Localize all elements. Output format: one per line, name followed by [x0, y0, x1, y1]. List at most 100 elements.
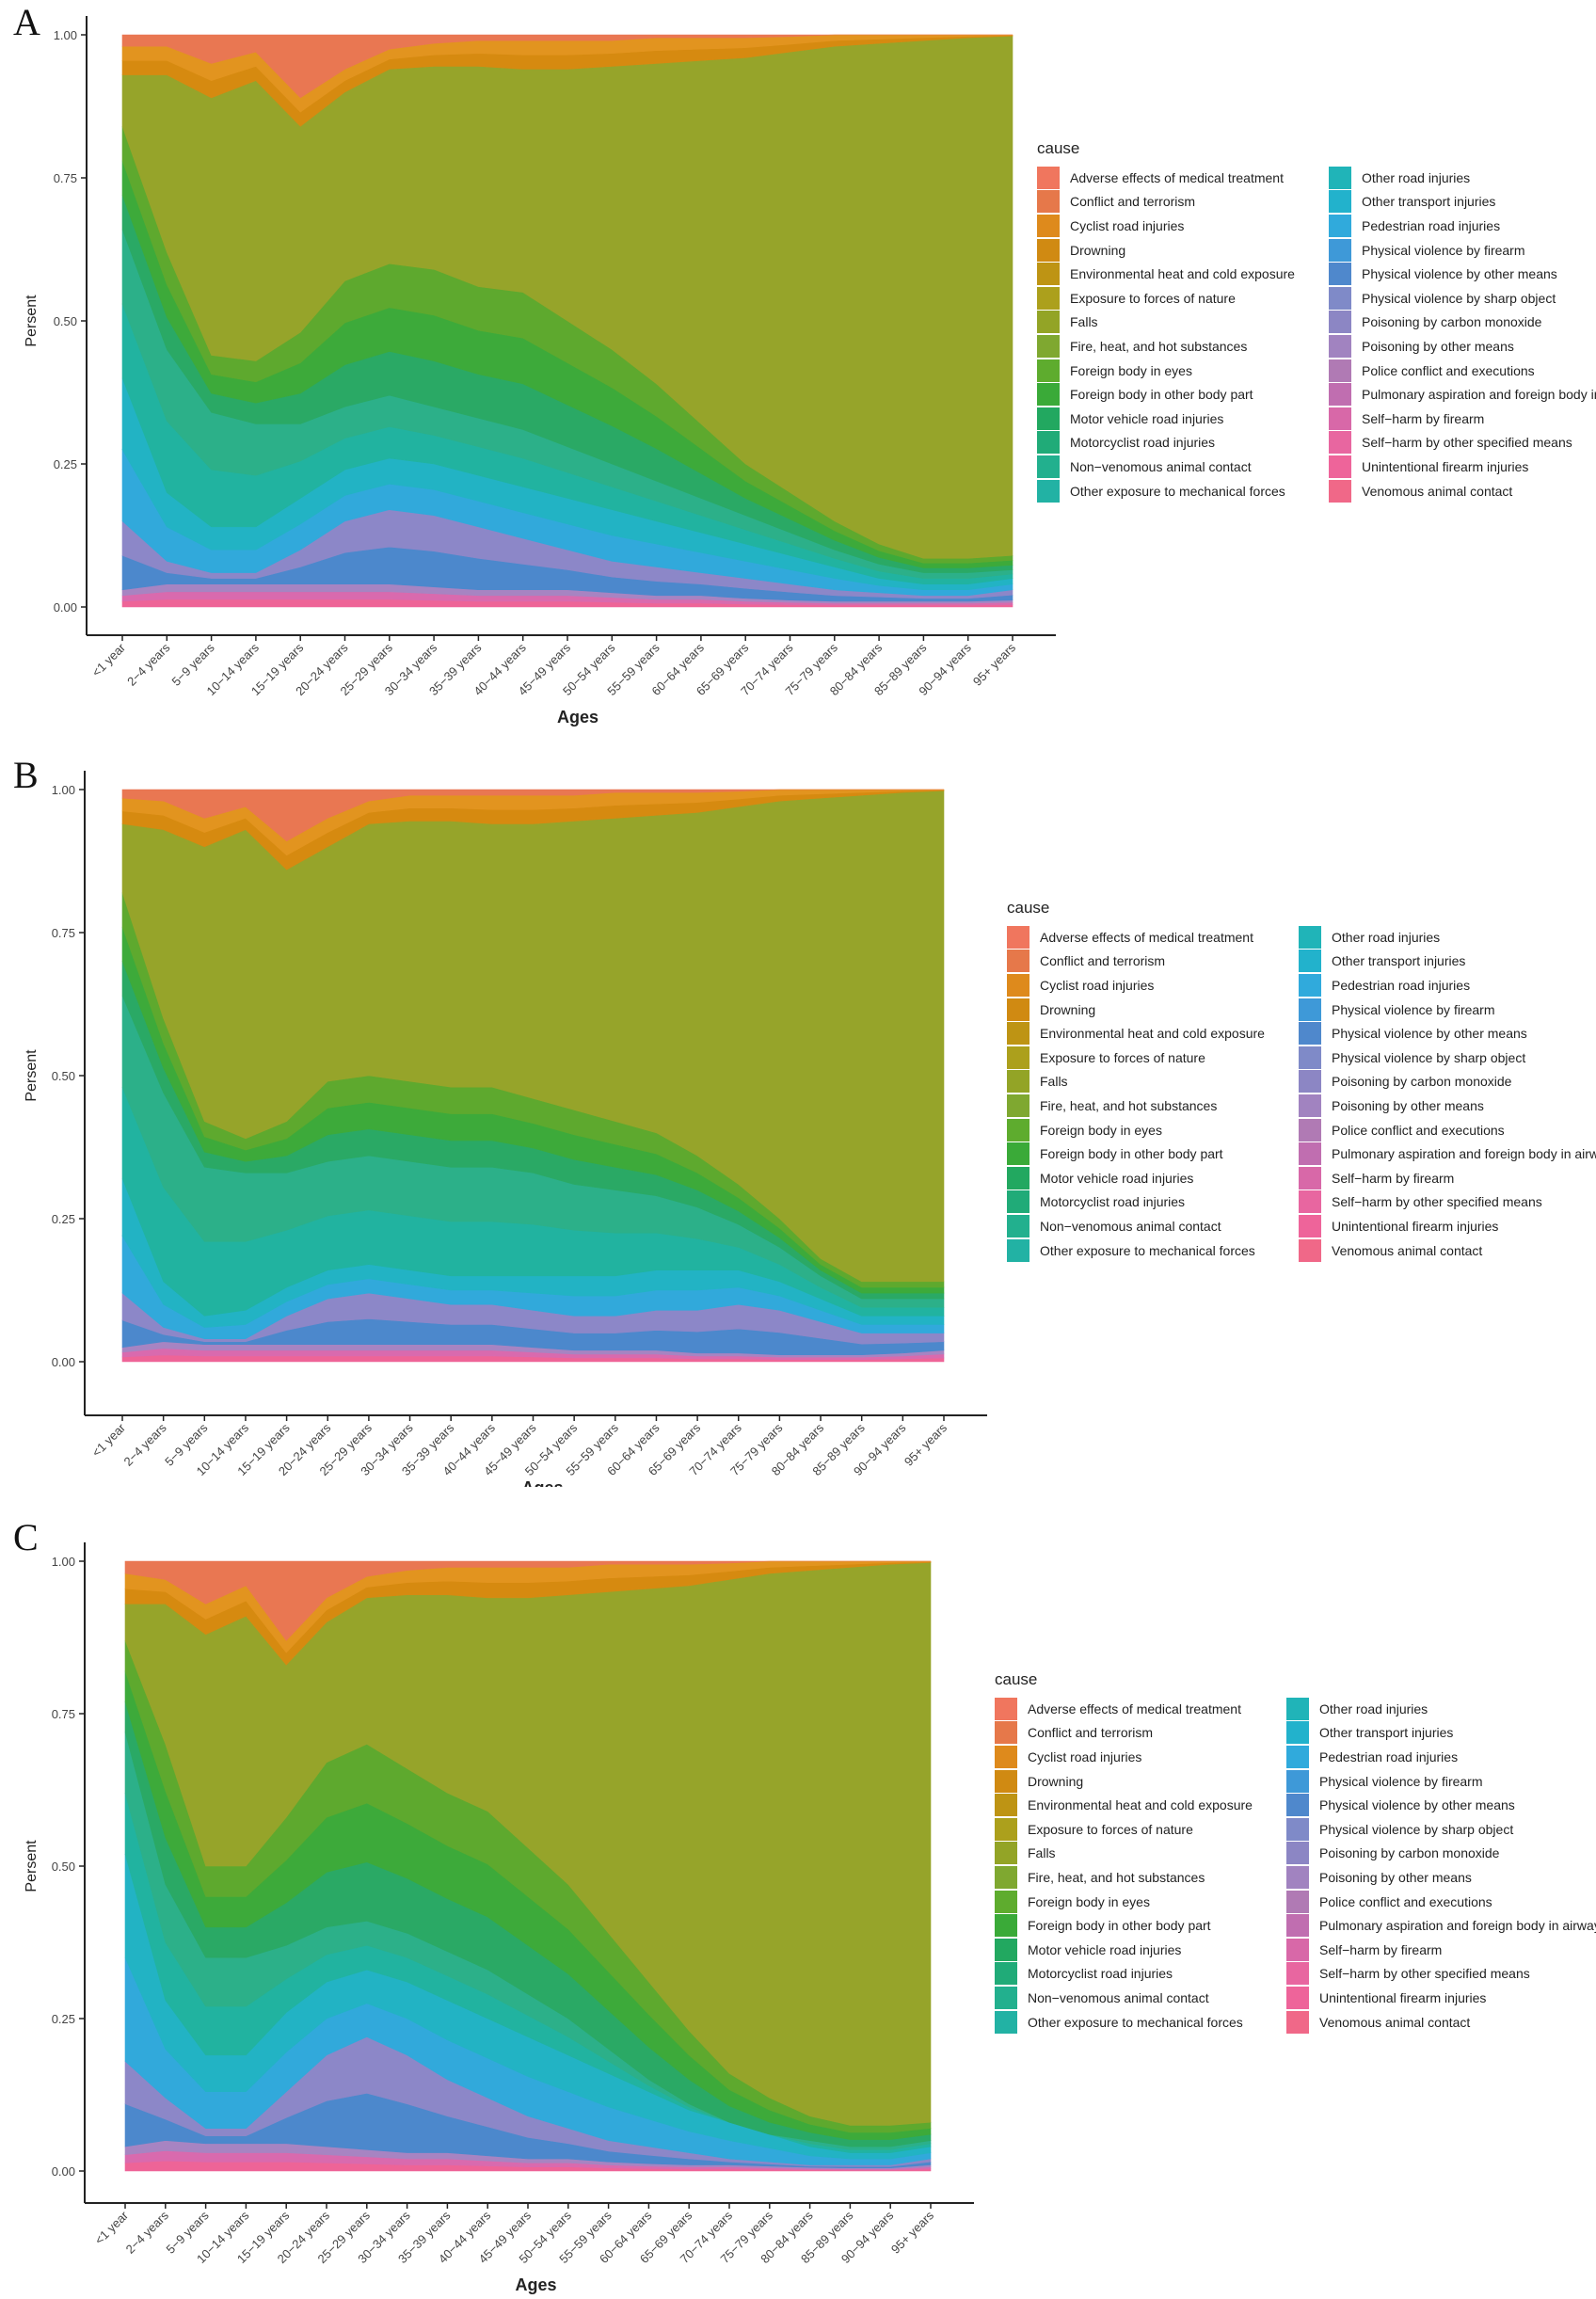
legend-label: Physical violence by sharp object: [1319, 1821, 1514, 1837]
legend-label: Adverse effects of medical treatment: [1070, 169, 1284, 185]
legend-swatch: [1299, 950, 1321, 973]
x-axis-label: Ages: [515, 2275, 556, 2294]
legend-swatch: [1007, 1238, 1029, 1262]
legend-item: Exposure to forces of nature: [995, 1817, 1277, 1842]
legend-swatch: [1286, 2010, 1309, 2034]
legend-label: Adverse effects of medical treatment: [1028, 1700, 1241, 1716]
y-tick-label: 0.00: [52, 1355, 75, 1369]
legend-label: Other road injuries: [1319, 1700, 1428, 1716]
legend-swatch: [1286, 1986, 1309, 2009]
area-band-7-0: [121, 34, 1013, 99]
legend-label: Physical violence by firearm: [1319, 1773, 1483, 1789]
legend-item: Pedestrian road injuries: [1299, 973, 1596, 998]
legend-item: Motorcyclist road injuries: [1007, 1190, 1289, 1215]
legend-item: Adverse effects of medical treatment: [995, 1697, 1277, 1721]
legend-swatch: [1037, 166, 1060, 189]
legend-label: Foreign body in eyes: [1070, 362, 1192, 378]
y-tick-label: 1.00: [52, 783, 75, 797]
legend-item: Falls: [1037, 311, 1319, 335]
legend-item: Police conflict and executions: [1299, 1118, 1596, 1142]
legend-title: cause: [1007, 899, 1050, 917]
legend-label: Pedestrian road injuries: [1319, 1748, 1459, 1764]
legend-swatch: [1299, 1190, 1321, 1214]
legend-label: Falls: [1028, 1845, 1056, 1861]
x-tick-label: 95+ years: [888, 2208, 937, 2257]
legend-label: Non−venomous animal contact: [1028, 1989, 1209, 2005]
legend-swatch: [995, 1865, 1017, 1889]
legend-swatch: [1329, 190, 1351, 214]
legend-swatch: [1037, 407, 1060, 430]
legend-label: Foreign body in eyes: [1028, 1893, 1150, 1909]
legend-item: Physical violence by other means: [1329, 262, 1596, 286]
legend-swatch: [995, 1938, 1017, 1961]
legend-label: Poisoning by other means: [1362, 338, 1514, 354]
legend: cause Adverse effects of medical treatme…: [1007, 899, 1596, 1262]
legend-swatch: [1299, 925, 1321, 949]
legend-item: Other transport injuries: [1329, 190, 1596, 215]
y-axis-label: Persent: [24, 1840, 40, 1892]
legend-swatch: [1007, 973, 1029, 997]
legend-label: Drowning: [1040, 1001, 1096, 1017]
legend-label: Adverse effects of medical treatment: [1040, 929, 1253, 945]
legend-item: Conflict and terrorism: [1037, 190, 1319, 215]
legend-swatch: [1286, 1721, 1309, 1745]
legend-label: Falls: [1040, 1074, 1068, 1090]
legend-label: Pulmonary aspiration and foreign body in…: [1332, 1146, 1596, 1162]
legend-label: Other exposure to mechanical forces: [1028, 2014, 1243, 2030]
legend-label: Other exposure to mechanical forces: [1070, 483, 1285, 499]
legend-label: Venomous animal contact: [1319, 2014, 1471, 2030]
legend-swatch: [995, 1745, 1017, 1768]
panel-letter: C: [13, 1516, 39, 1558]
legend-swatch: [1286, 1865, 1309, 1889]
legend-label: Physical violence by firearm: [1332, 1001, 1495, 1017]
y-tick-label: 0.75: [52, 926, 75, 940]
x-tick-label: <1 year: [92, 2208, 132, 2247]
legend-item: Foreign body in other body part: [1037, 382, 1319, 407]
legend-swatch: [1299, 1238, 1321, 1262]
legend-label: Foreign body in other body part: [1070, 387, 1253, 403]
legend-item: Physical violence by firearm: [1299, 998, 1596, 1022]
x-tick-label: 2−4 years: [124, 640, 173, 689]
legend-item: Falls: [1007, 1070, 1289, 1094]
panel-b: B 0.00 0.25 0.50 0.75 1.00 <1 year 2−4 years 5−…: [0, 753, 1596, 1506]
legend-label: Drowning: [1070, 242, 1126, 258]
legend-swatch: [1329, 431, 1351, 455]
legend-item: Non−venomous animal contact: [1007, 1214, 1289, 1238]
y-tick-label: 1.00: [52, 1555, 75, 1569]
legend-item: Poisoning by carbon monoxide: [1286, 1842, 1588, 1866]
legend-item: Unintentional firearm injuries: [1299, 1214, 1596, 1238]
legend-swatch: [1007, 1190, 1029, 1214]
legend-item: Police conflict and executions: [1329, 359, 1596, 383]
legend-item: Physical violence by sharp object: [1299, 1046, 1596, 1070]
legend-item: Conflict and terrorism: [995, 1721, 1277, 1746]
legend-label: Physical violence by firearm: [1362, 242, 1525, 258]
legend-swatch: [1299, 1214, 1321, 1237]
legend-swatch: [1299, 973, 1321, 997]
legend-swatch: [995, 1842, 1017, 1865]
legend-label: Motor vehicle road injuries: [1028, 1941, 1182, 1957]
legend-item: Drowning: [995, 1769, 1277, 1794]
legend-swatch: [1007, 1070, 1029, 1094]
legend-item: Poisoning by other means: [1329, 334, 1596, 359]
y-tick-label: 0.25: [52, 2012, 75, 2026]
legend-swatch: [1329, 166, 1351, 189]
panel-letter: A: [13, 1, 40, 43]
x-tick-label: <1 year: [89, 640, 129, 679]
y-tick-label: 0.75: [52, 1707, 75, 1721]
legend-swatch: [995, 1914, 1017, 1938]
legend-swatch: [995, 1962, 1017, 1986]
legend-label: Cyclist road injuries: [1040, 977, 1155, 993]
x-tick-label: 2−4 years: [123, 2208, 172, 2257]
y-tick-label: 1.00: [54, 28, 77, 42]
legend-swatch: [1007, 950, 1029, 973]
legend-label: Environmental heat and cold exposure: [1070, 266, 1295, 282]
legend-item: Self−harm by firearm: [1329, 407, 1596, 431]
legend-swatch: [1286, 1794, 1309, 1817]
legend-swatch: [1329, 311, 1351, 334]
legend-label: Other exposure to mechanical forces: [1040, 1242, 1255, 1258]
legend-label: Fire, heat, and hot substances: [1070, 338, 1248, 354]
legend-swatch: [1007, 1046, 1029, 1069]
legend-swatch: [995, 1697, 1017, 1720]
